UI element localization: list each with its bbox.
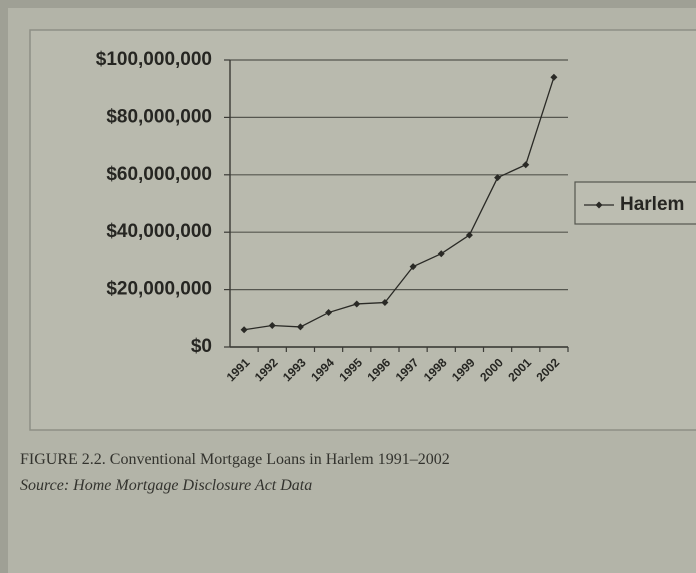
point (437, 250, 445, 258)
point (325, 309, 333, 317)
chart-frame (29, 29, 696, 431)
y-tick-label: $40,000,000 (106, 221, 212, 242)
point (353, 300, 361, 308)
y-tick-label: $20,000,000 (106, 279, 212, 300)
legend-box (574, 181, 696, 225)
point (381, 299, 389, 307)
y-tick-label: $0 (191, 336, 212, 357)
legend-marker (595, 201, 603, 209)
point (268, 321, 276, 329)
point (465, 231, 473, 239)
point (409, 263, 417, 271)
point (522, 161, 530, 169)
point (550, 73, 558, 81)
source: Source: Home Mortgage Disclosure Act Dat… (20, 477, 312, 494)
point (296, 323, 304, 331)
y-tick-label: $60,000,000 (106, 164, 212, 185)
y-tick-label: $80,000,000 (106, 106, 212, 127)
legend-label: Harlem (620, 194, 684, 215)
caption: FIGURE 2.2. Conventional Mortgage Loans … (20, 451, 450, 468)
y-tick-label: $100,000,000 (96, 49, 212, 70)
series-line (243, 77, 555, 331)
point (494, 174, 502, 182)
point (240, 326, 248, 334)
